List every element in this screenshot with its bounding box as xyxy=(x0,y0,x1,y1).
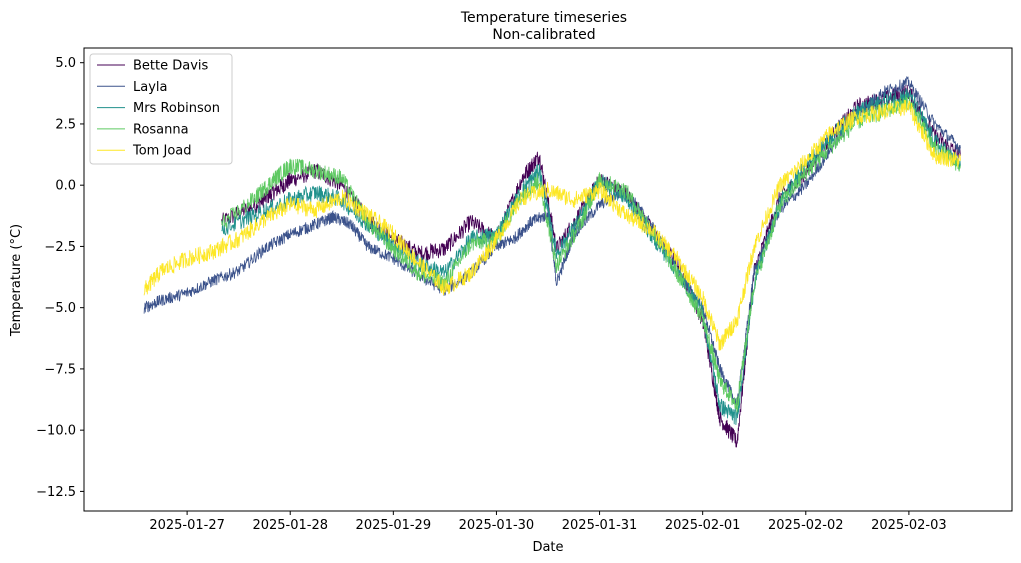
series-lines xyxy=(143,75,961,448)
y-tick-label: −2.5 xyxy=(44,240,76,255)
x-axis-ticks: 2025-01-27 2025-01-28 2025-01-29 2025-01-30… xyxy=(149,511,947,533)
legend: Bette Davis Layla Mrs Robinson Rosanna Tom J… xyxy=(89,53,233,165)
x-tick-label: 2025-01-28 xyxy=(252,518,328,533)
y-tick-label: −5.0 xyxy=(44,301,76,316)
x-tick-label: 2025-01-29 xyxy=(356,518,432,533)
series-line-0 xyxy=(221,84,961,448)
plot-frame xyxy=(83,47,1013,512)
series-line-3 xyxy=(221,94,961,413)
y-tick-label: 2.5 xyxy=(55,117,76,132)
y-tick-label: −12.5 xyxy=(36,485,76,500)
y-axis-ticks: 5.0 2.5 0.0 −2.5 −5.0 −7.5 −10.0 −12.5 xyxy=(36,56,84,500)
legend-entry-label: Layla xyxy=(133,80,167,95)
x-tick-label: 2025-02-02 xyxy=(768,518,844,533)
x-axis-label: Date xyxy=(532,540,563,555)
series-line-2 xyxy=(221,88,961,426)
y-tick-label: 5.0 xyxy=(55,56,76,71)
x-tick-label: 2025-01-31 xyxy=(562,518,638,533)
chart-title: Temperature timeseries xyxy=(460,10,627,26)
y-tick-label: −10.0 xyxy=(36,424,76,439)
x-tick-label: 2025-02-03 xyxy=(871,518,947,533)
legend-entry-label: Tom Joad xyxy=(132,144,192,159)
x-tick-label: 2025-01-27 xyxy=(149,518,225,533)
y-tick-label: 0.0 xyxy=(55,179,76,194)
series-line-4 xyxy=(143,99,961,351)
legend-entry-label: Rosanna xyxy=(133,122,189,137)
y-axis-label: Temperature (°C) xyxy=(9,224,24,337)
legend-entry-label: Bette Davis xyxy=(133,59,209,74)
chart-subtitle: Non-calibrated xyxy=(492,27,595,43)
legend-entry-label: Mrs Robinson xyxy=(133,101,220,116)
x-tick-label: 2025-02-01 xyxy=(665,518,741,533)
legend-frame xyxy=(89,53,233,165)
y-tick-label: −7.5 xyxy=(44,362,76,377)
x-tick-label: 2025-01-30 xyxy=(459,518,535,533)
